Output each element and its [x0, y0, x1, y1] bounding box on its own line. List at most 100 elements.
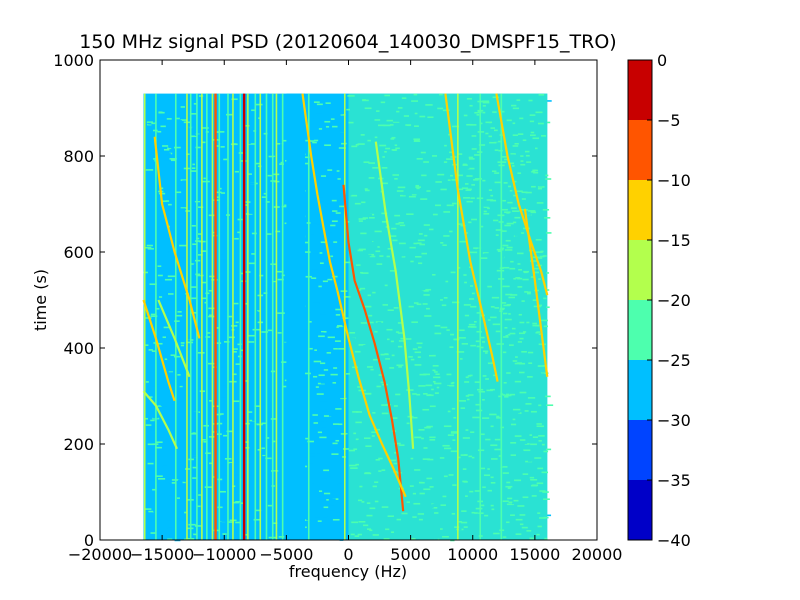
noise-cell — [215, 446, 219, 449]
noise-cell — [210, 265, 217, 268]
noise-cell — [151, 386, 159, 388]
noise-cell — [325, 206, 329, 209]
noise-cell — [222, 473, 230, 476]
noise-cell — [171, 482, 177, 484]
noise-cell — [219, 511, 225, 514]
noise-cell — [202, 112, 210, 114]
noise-cell — [192, 243, 197, 246]
noise-cell — [284, 379, 288, 382]
noise-cell — [321, 151, 326, 153]
noise-cell — [147, 123, 152, 126]
noise-cell — [222, 302, 229, 304]
noise-cell — [345, 492, 349, 495]
noise-cell — [303, 212, 311, 214]
noise-cell — [337, 329, 345, 332]
noise-cell — [234, 237, 239, 240]
noise-cell — [326, 277, 332, 279]
noise-cell — [336, 381, 340, 384]
noise-cell — [334, 428, 342, 431]
noise-cell — [212, 231, 216, 234]
noise-cell — [173, 146, 181, 149]
noise-cell — [234, 463, 240, 465]
doppler-track — [153, 136, 201, 339]
noise-cell — [234, 443, 240, 445]
y-tick-label: 1000 — [53, 51, 94, 70]
noise-cell — [315, 386, 319, 388]
noise-cell — [318, 374, 325, 377]
noise-cell — [190, 202, 196, 205]
noise-cell — [249, 131, 253, 134]
noise-cell — [162, 465, 168, 467]
noise-cell — [332, 125, 338, 128]
noise-cell — [179, 239, 184, 241]
colorbar-tick-label: −40 — [657, 531, 691, 550]
noise-cell — [302, 188, 309, 191]
noise-cell — [156, 134, 162, 137]
noise-cell — [308, 131, 314, 134]
noise-cell — [150, 500, 158, 502]
noise-cell — [228, 117, 232, 120]
noise-cell — [330, 115, 338, 118]
noise-cell — [201, 297, 207, 300]
noise-cell — [340, 114, 346, 116]
noise-cell — [339, 374, 345, 377]
noise-cell — [203, 129, 207, 132]
noise-cell — [310, 140, 315, 142]
carrier-line — [271, 93, 274, 540]
noise-cell — [147, 327, 151, 330]
noise-cell — [324, 409, 328, 412]
noise-cell — [306, 538, 314, 541]
noise-cell — [311, 269, 319, 272]
noise-cell — [197, 500, 201, 503]
noise-cell — [319, 262, 324, 265]
noise-cell — [197, 233, 203, 235]
noise-cell — [277, 332, 282, 334]
noise-cell — [168, 203, 172, 206]
noise-cell — [172, 107, 177, 110]
noise-cell — [256, 310, 260, 312]
noise-cell — [261, 196, 267, 198]
noise-cell — [168, 369, 175, 372]
noise-cell — [323, 369, 329, 371]
doppler-track — [342, 184, 405, 512]
noise-cell — [196, 505, 201, 508]
carrier-line — [186, 93, 188, 540]
noise-cell — [209, 325, 214, 328]
noise-cell — [322, 280, 328, 283]
noise-cell — [332, 423, 339, 425]
noise-cell — [218, 131, 225, 133]
carrier-line — [242, 93, 246, 540]
noise-cell — [218, 114, 223, 116]
noise-cell — [248, 334, 256, 337]
noise-cell — [318, 285, 322, 288]
noise-cell — [278, 391, 284, 393]
noise-cell — [198, 340, 204, 343]
noise-cell — [311, 277, 317, 280]
noise-cell — [209, 462, 213, 465]
noise-cell — [150, 315, 158, 318]
noise-cell — [208, 103, 212, 106]
noise-cell — [220, 397, 227, 400]
noise-cell — [156, 538, 162, 541]
noise-cell — [311, 344, 315, 346]
noise-cell — [219, 521, 222, 524]
noise-cell — [144, 239, 152, 242]
noise-cell — [218, 496, 224, 499]
doppler-track — [495, 93, 549, 296]
noise-cell — [206, 376, 214, 379]
noise-cell — [254, 371, 262, 373]
x-tick-label: 15000 — [509, 545, 560, 564]
noise-cell — [341, 338, 347, 341]
noise-cell — [545, 514, 552, 517]
noise-cell — [260, 481, 265, 484]
noise-cell — [234, 428, 242, 431]
noise-cell — [344, 458, 352, 460]
noise-cell — [208, 289, 212, 292]
noise-cell — [309, 456, 315, 458]
noise-cell — [545, 395, 551, 398]
noise-cell — [253, 185, 261, 188]
noise-cell — [218, 95, 225, 98]
noise-cell — [264, 230, 272, 233]
noise-cell — [243, 220, 247, 223]
plot-area: −20000−15000−10000 −5000 0 5000 10000 15000 20… — [53, 51, 622, 564]
